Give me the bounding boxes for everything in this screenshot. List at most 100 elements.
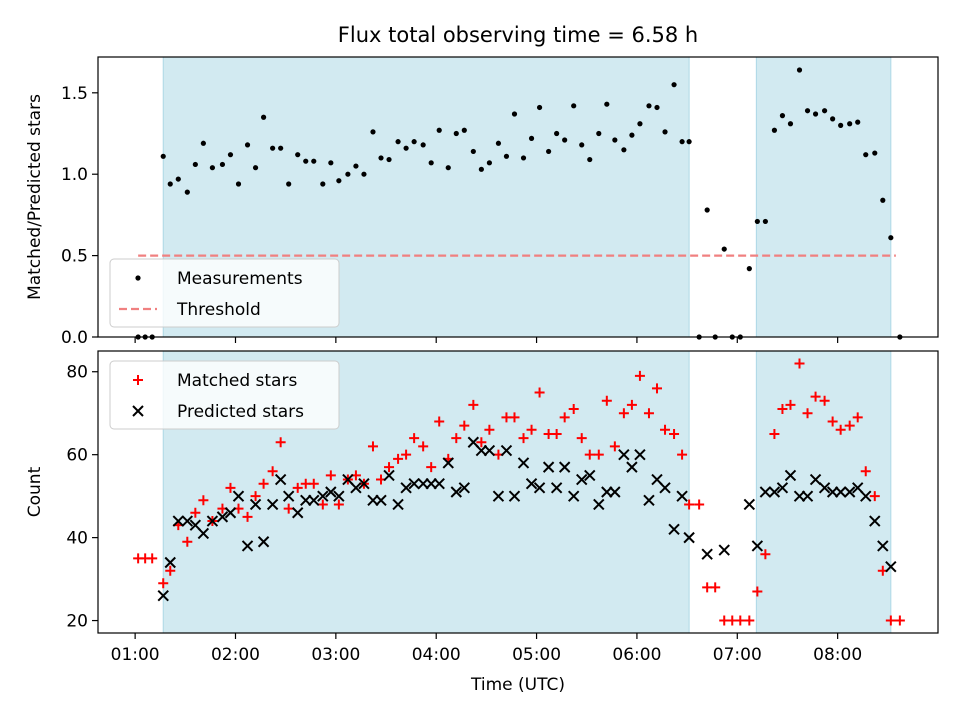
measurement-point — [872, 150, 878, 156]
predicted-star-point — [206, 515, 219, 527]
legend-label: Matched stars — [177, 371, 297, 391]
matched-star-point — [308, 478, 319, 489]
measurement-point — [192, 161, 198, 168]
predicted-star-point — [776, 482, 789, 494]
matched-star-point — [325, 470, 336, 481]
predicted-star-point — [801, 490, 814, 502]
predicted-star-point — [743, 498, 756, 511]
measurement-point — [270, 145, 276, 151]
matched-star-point — [869, 491, 880, 502]
y-tick-label: 0.0 — [61, 328, 88, 348]
predicted-star-point — [400, 482, 412, 494]
predicted-star-point — [249, 498, 262, 511]
predicted-star-point — [325, 486, 337, 498]
predicted-star-point — [181, 515, 194, 527]
measurement-point — [328, 160, 334, 166]
matched-star-point — [147, 553, 158, 564]
measurement-point — [295, 152, 301, 158]
matched-star-point — [484, 424, 495, 435]
x-tick-label: 07:00 — [713, 645, 762, 665]
predicted-star-point — [542, 461, 555, 473]
predicted-star-point — [241, 540, 254, 552]
matched-star-point — [769, 428, 780, 439]
matched-star-point — [618, 408, 629, 419]
matched-star-point — [559, 412, 570, 423]
legend: Measurements Threshold — [109, 258, 340, 328]
predicted-star-point — [216, 511, 229, 523]
x-tick-label: 04:00 — [412, 645, 461, 665]
matched-star-point — [333, 499, 344, 510]
measurement-point — [227, 152, 234, 158]
measurement-point — [336, 178, 342, 184]
predicted-star-point — [350, 482, 362, 494]
measurement-point — [571, 103, 577, 109]
measurement-point — [503, 153, 510, 159]
y-tick-label: 1.5 — [61, 84, 88, 104]
y-tick-label: 60 — [66, 446, 88, 466]
predicted-star-point — [834, 486, 847, 498]
predicted-star-point — [593, 498, 605, 511]
matched-star-point — [225, 482, 236, 493]
legend-matched-marker — [133, 375, 143, 385]
measurement-point — [604, 101, 610, 107]
measurement-point — [787, 121, 794, 127]
measurement-point — [637, 121, 643, 127]
measurement-point — [361, 171, 367, 177]
matched-star-point — [694, 499, 705, 510]
matched-star-point — [810, 391, 821, 402]
measurement-point — [486, 160, 492, 166]
y-tick-label: 40 — [66, 529, 88, 549]
x-tick-label: 08:00 — [813, 645, 862, 665]
matched-star-point — [384, 462, 395, 473]
matched-star-point — [852, 412, 863, 423]
matched-star-point — [551, 428, 562, 439]
x-tick-label: 06:00 — [612, 645, 661, 665]
predicted-star-point — [433, 477, 445, 490]
measurement-point — [679, 139, 685, 145]
matched-star-point — [669, 428, 680, 439]
measurement-point — [403, 145, 409, 151]
matched-star-point — [158, 578, 169, 589]
legend-predicted-marker — [132, 405, 144, 417]
predicted-star-point — [818, 482, 831, 494]
measurement-point — [621, 147, 627, 153]
predicted-star-point — [442, 457, 454, 469]
matched-star-point — [242, 511, 253, 522]
y-tick-label: 1.0 — [61, 165, 88, 185]
predicted-star-point — [877, 540, 889, 552]
matched-star-point — [677, 449, 688, 460]
measurement-point — [746, 266, 752, 272]
measurement-point — [587, 156, 593, 163]
measurement-point — [252, 165, 259, 171]
predicted-star-point — [333, 490, 345, 502]
predicted-star-point — [164, 556, 176, 569]
predicted-star-point — [869, 515, 881, 527]
legend-label: Measurements — [177, 269, 303, 289]
legend-box — [109, 258, 340, 328]
predicted-star-point — [375, 494, 387, 507]
predicted-star-point — [274, 473, 287, 486]
predicted-star-point — [659, 482, 671, 494]
measurement-point — [345, 171, 351, 177]
measurement-point — [528, 135, 535, 141]
measurement-point — [353, 163, 359, 169]
predicted-star-point — [533, 482, 546, 494]
measurement-point — [804, 108, 811, 114]
predicted-star-point — [172, 515, 184, 527]
matched-star-point — [468, 399, 479, 410]
predicted-star-point — [197, 527, 210, 540]
legend-label: Threshold — [176, 300, 261, 320]
matched-star-point — [518, 433, 529, 444]
legend-label: Predicted stars — [177, 402, 304, 422]
measurement-point — [175, 176, 181, 182]
measurement-point — [461, 127, 467, 133]
measurement-point — [554, 130, 560, 137]
legend: Matched stars Predicted stars — [109, 360, 340, 430]
predicted-star-point — [392, 498, 404, 511]
measurement-point — [478, 166, 484, 172]
matched-star-point — [267, 466, 278, 477]
measurement-point — [671, 82, 677, 88]
y-tick-label: 0.5 — [61, 247, 88, 267]
x-tick-label: 01:00 — [111, 645, 160, 665]
matched-star-point — [426, 462, 437, 473]
